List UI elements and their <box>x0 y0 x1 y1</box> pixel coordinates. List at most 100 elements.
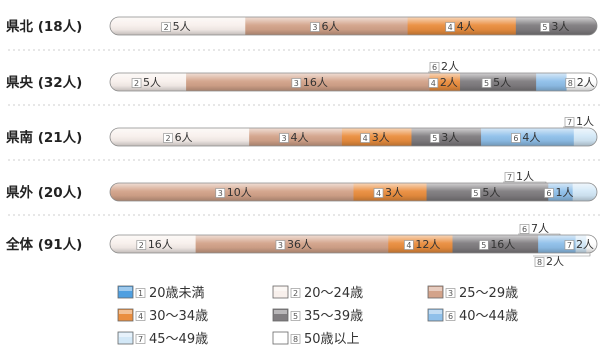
bar-gloss <box>110 183 597 201</box>
data-label-number: 3 <box>218 189 223 198</box>
data-label-text: 5人 <box>493 76 511 89</box>
legend-swatch-gloss <box>119 310 132 314</box>
data-label-box <box>471 188 481 198</box>
bar-segments <box>110 235 597 253</box>
legend-swatch <box>117 308 134 322</box>
data-label-text: 4人 <box>522 131 540 144</box>
data-label-text: 1人 <box>516 170 534 183</box>
data-label-box <box>373 188 384 198</box>
data-label-box <box>291 78 302 88</box>
data-label-box <box>564 240 575 250</box>
bar-outline <box>109 127 598 147</box>
data-label-text: 16人 <box>148 238 173 251</box>
data-label: 4 3人 <box>360 131 390 144</box>
legend-box <box>135 334 146 344</box>
row-label: 県央 (32人) <box>6 74 82 91</box>
legend-box <box>290 288 301 298</box>
legend-swatch-gloss <box>429 287 442 291</box>
data-label: 4 4人 <box>445 20 475 33</box>
legend: 1 20歳未満 2 20～24歳 3 25～29歳 4 30～34歳 5 35～39歳 6 40～44… <box>117 285 518 347</box>
data-label-box <box>564 117 575 127</box>
data-label: 2 5人 <box>161 20 191 33</box>
data-label-text: 3人 <box>551 20 569 33</box>
data-label: 3 36人 <box>275 238 312 251</box>
legend-number: 6 <box>448 312 453 321</box>
data-label-box <box>360 133 371 143</box>
data-label: 2 16人 <box>136 238 173 251</box>
data-label-text: 2人 <box>441 60 459 73</box>
bar-row: 県央 (32人) 2 5人 3 16人 4 2人 5 5人6 2人8 2人 <box>6 60 598 92</box>
data-label: 3 6人 <box>310 20 339 33</box>
data-label-number: 6 <box>546 189 551 198</box>
bar-gloss <box>110 128 597 146</box>
bar-gloss <box>110 235 597 253</box>
data-label-number: 4 <box>431 79 436 88</box>
bar-gloss <box>110 17 597 35</box>
data-label-box <box>404 240 414 250</box>
data-label-text: 3人 <box>441 131 459 144</box>
bar-segments <box>110 73 597 91</box>
data-label: 4 3人 <box>373 186 403 199</box>
data-label-box <box>429 133 440 143</box>
data-label-text: 5人 <box>173 20 191 33</box>
bar-segments <box>110 17 597 35</box>
data-label: 4 2人 <box>428 76 458 89</box>
legend-number: 3 <box>448 289 453 298</box>
bar-segments <box>110 183 597 201</box>
data-label-box <box>161 22 171 32</box>
data-label-number: 4 <box>448 23 453 32</box>
legend-swatch <box>272 285 289 299</box>
legend-item: 3 25～29歳 <box>427 285 518 301</box>
data-label: 6 4人 <box>511 131 540 144</box>
data-label-number: 3 <box>294 79 299 88</box>
data-label-text: 4人 <box>291 131 309 144</box>
data-label: 2 6人 <box>163 131 193 144</box>
legend-item: 8 50歳以上 <box>272 331 360 347</box>
data-label: 8 2人 <box>533 253 591 268</box>
data-label: 6 7人 <box>518 222 561 235</box>
legend-number: 8 <box>293 335 298 344</box>
data-label-box <box>131 78 142 88</box>
data-label-text: 16人 <box>490 238 515 251</box>
data-label-text: 3人 <box>372 131 390 144</box>
data-label: 5 3人 <box>540 20 569 33</box>
legend-swatch <box>117 331 134 345</box>
data-label-box <box>504 172 515 182</box>
legend-swatch-gloss <box>119 333 132 337</box>
legend-label: 45～49歳 <box>149 332 208 347</box>
data-label: 8 2人 <box>565 76 595 89</box>
leader-line <box>563 126 583 128</box>
legend-item: 6 40～44歳 <box>427 308 518 324</box>
row-label: 全体 (91人) <box>5 236 82 253</box>
bar-segments <box>110 128 597 146</box>
legend-box <box>135 311 146 321</box>
legend-box <box>135 288 146 298</box>
data-label-number: 3 <box>281 134 286 143</box>
legend-swatch-gloss <box>119 287 132 291</box>
legend-swatch-gloss <box>429 310 442 314</box>
data-label-text: 5人 <box>143 76 161 89</box>
legend-label: 40～44歳 <box>459 309 518 324</box>
row-separators <box>8 49 600 216</box>
data-label: 3 10人 <box>215 186 252 199</box>
data-label-text: 2人 <box>577 76 595 89</box>
data-label-text: 1人 <box>555 186 573 199</box>
data-label-box <box>163 133 173 143</box>
data-label-box <box>540 22 550 32</box>
bar-outline <box>109 234 598 254</box>
data-label: 6 2人 <box>428 60 459 73</box>
data-label-box <box>478 240 489 250</box>
data-label-number: 3 <box>278 241 283 250</box>
data-label-number: 8 <box>568 79 573 88</box>
data-label-text: 6人 <box>321 20 339 33</box>
data-label: 3 4人 <box>279 131 309 144</box>
legend-box <box>445 288 456 298</box>
data-label-text: 2人 <box>546 255 564 268</box>
bar-row: 県北 (18人) 2 5人 3 6人 4 4人 5 3人 <box>6 16 598 36</box>
leader-line <box>533 253 591 257</box>
legend-number: 7 <box>138 335 143 344</box>
row-label: 県南 (21人) <box>6 129 82 146</box>
data-label: 5 3人 <box>429 131 459 144</box>
legend-box <box>445 311 456 321</box>
data-label: 3 16人 <box>291 76 328 89</box>
